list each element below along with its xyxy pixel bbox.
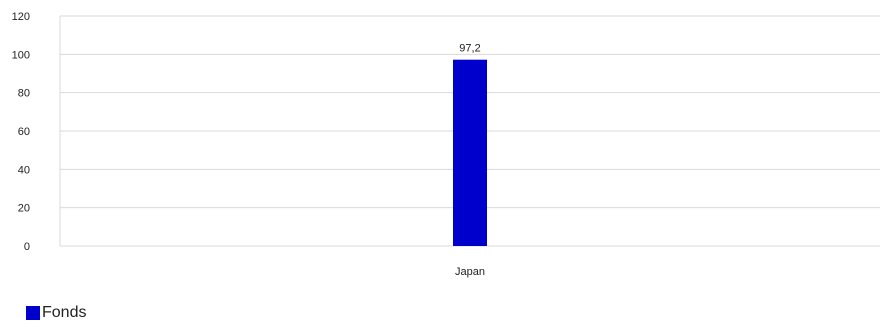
y-tick-label: 40 bbox=[18, 164, 30, 176]
legend: Fonds bbox=[26, 304, 86, 322]
x-tick-label: Japan bbox=[455, 266, 485, 278]
x-axis-tick-labels: Japan bbox=[455, 266, 485, 278]
y-tick-label: 80 bbox=[18, 88, 30, 100]
bars: 97,2 bbox=[453, 43, 487, 247]
y-tick-label: 100 bbox=[12, 49, 30, 61]
bar-chart: 0 20 40 60 80 100 120 97,2 Japan bbox=[12, 11, 880, 278]
y-tick-label: 20 bbox=[18, 203, 30, 215]
legend-label-fonds: Fonds bbox=[42, 304, 87, 321]
bar-japan bbox=[453, 59, 487, 247]
legend-swatch-fonds bbox=[26, 306, 40, 320]
y-tick-label: 60 bbox=[18, 126, 30, 138]
y-axis-tick-labels: 0 20 40 60 80 100 120 bbox=[12, 11, 30, 253]
bar-value-label: 97,2 bbox=[459, 43, 480, 55]
y-tick-label: 0 bbox=[24, 241, 30, 253]
y-tick-label: 120 bbox=[12, 11, 30, 23]
